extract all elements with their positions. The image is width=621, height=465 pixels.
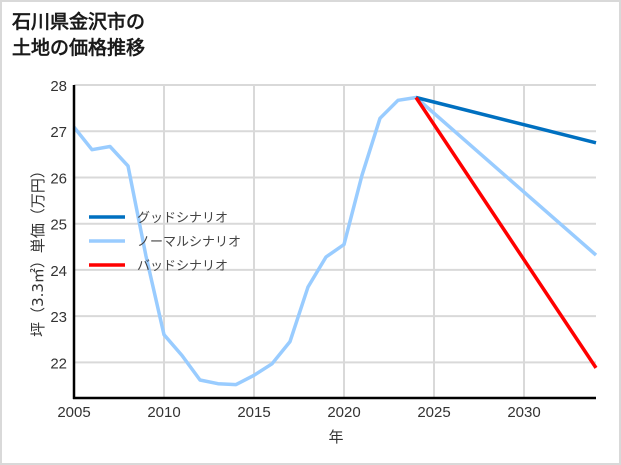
x-tick-label: 2015 [237,404,270,421]
series-line [72,95,598,387]
x-tick-label: 2010 [147,404,180,421]
legend-label-bad: バッドシナリオ [137,259,228,274]
x-axis-label: 年 [328,428,343,446]
series-line [415,95,597,145]
legend-label-normal: ノーマルシナリオ [137,235,241,250]
legend: グッドシナリオ ノーマルシナリオ バッドシナリオ [89,211,241,274]
y-tick-label: 23 [50,309,67,326]
y-tick-label: 22 [50,355,67,372]
series-line [414,96,598,369]
axes [72,85,596,400]
chart-title: 石川県金沢市の 土地の価格推移 [12,9,145,61]
legend-item-bad: バッドシナリオ [89,259,228,274]
chart-title-line2: 土地の価格推移 [12,37,146,59]
x-tick-label: 2005 [57,404,90,421]
y-tick-label: 24 [50,263,67,280]
legend-label-good: グッドシナリオ [137,211,228,226]
legend-item-good: グッドシナリオ [89,211,228,226]
chart-title-line1: 石川県金沢市の [12,11,146,33]
legend-item-normal: ノーマルシナリオ [89,235,241,250]
x-tick-label: 2025 [417,404,450,421]
series-lines [72,95,598,387]
y-tick-label: 26 [50,170,67,187]
x-tick-label: 2020 [327,404,360,421]
x-tick-label: 2030 [507,404,540,421]
y-axis-label: 坪（3.3㎡）単価（万円） [29,163,47,337]
tick-labels: 22 23 24 25 26 27 28 2005 2010 2015 2020 2025 2030 [50,78,540,421]
y-tick-label: 28 [50,78,67,95]
y-tick-label: 25 [50,217,67,234]
y-tick-label: 27 [50,124,67,141]
